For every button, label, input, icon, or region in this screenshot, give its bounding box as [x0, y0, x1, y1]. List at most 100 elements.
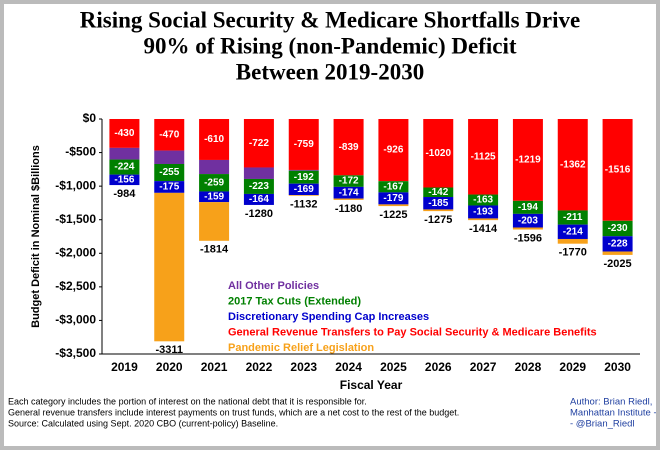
- footnote: Each category includes the portion of in…: [8, 396, 367, 406]
- x-tick-label: 2020: [156, 360, 183, 374]
- bar-segment: [333, 186, 364, 199]
- legend-entry: Pandemic Relief Legislation: [228, 342, 374, 354]
- value-label: -1516: [605, 165, 631, 176]
- bar-segment: [423, 209, 454, 212]
- bar-segment: [333, 175, 364, 187]
- bar-segment: [109, 174, 140, 186]
- bar-segment: [468, 218, 499, 221]
- value-label: -1020: [425, 148, 451, 159]
- footnote: Source: Calculated using Sept. 2020 CBO …: [8, 418, 278, 428]
- bar-segment: [154, 119, 185, 151]
- total-label: -1414: [469, 223, 498, 235]
- value-label: -430: [114, 128, 134, 139]
- chart: Rising Social Security & Medicare Shortf…: [8, 7, 656, 430]
- value-label: -194: [518, 202, 538, 213]
- bar-segment: [423, 197, 454, 210]
- value-label: -759: [294, 139, 314, 150]
- bar-segment: [512, 227, 543, 230]
- chart-title: Between 2019-2030: [236, 59, 424, 84]
- bar-segment: [512, 119, 543, 201]
- value-label: -167: [383, 181, 403, 192]
- total-label: -1770: [559, 247, 587, 259]
- x-axis-label: Fiscal Year: [340, 378, 403, 392]
- value-label: -926: [383, 145, 403, 156]
- bar-segment: [288, 195, 319, 196]
- bar-segment: [468, 205, 499, 219]
- value-label: -839: [339, 142, 359, 153]
- value-label: -192: [294, 172, 314, 183]
- x-tick-label: 2027: [470, 360, 497, 374]
- value-label: -159: [204, 191, 224, 202]
- bar-segment: [423, 187, 454, 198]
- y-axis-label: Budget Deficit in Nominal $Billions: [30, 145, 42, 328]
- x-tick-label: 2022: [246, 360, 273, 374]
- bar-segment: [333, 198, 364, 200]
- total-label: -1814: [200, 244, 229, 256]
- value-label: -203: [518, 215, 538, 226]
- bar-segment: [199, 119, 230, 160]
- bar-segment: [154, 181, 185, 193]
- bar-segment: [423, 119, 454, 188]
- legend-entry: All Other Policies: [228, 280, 319, 292]
- total-label: -3311: [155, 344, 183, 356]
- x-tick-label: 2028: [515, 360, 542, 374]
- value-label: -179: [383, 193, 403, 204]
- bar-segment: [557, 238, 588, 244]
- author: Author: Brian Riedl,: [570, 397, 652, 408]
- value-label: -259: [204, 177, 224, 188]
- x-tick-label: 2025: [380, 360, 407, 374]
- value-label: -163: [473, 195, 493, 206]
- x-tick-label: 2019: [111, 360, 138, 374]
- value-label: -156: [114, 174, 134, 185]
- x-tick-label: 2023: [290, 360, 317, 374]
- total-label: -1275: [424, 214, 452, 226]
- value-label: -214: [563, 226, 583, 237]
- y-tick-label: -$3,000: [55, 313, 96, 327]
- value-label: -722: [249, 138, 269, 149]
- value-label: -610: [204, 134, 224, 145]
- bar-segment: [557, 119, 588, 211]
- bar-segment: [602, 251, 633, 255]
- legend-entry: 2017 Tax Cuts (Extended): [228, 295, 361, 307]
- legend-entry: General Revenue Transfers to Pay Social …: [228, 326, 597, 338]
- value-label: -1125: [471, 151, 496, 162]
- bar-segment: [109, 159, 140, 175]
- chart-title: Rising Social Security & Medicare Shortf…: [80, 7, 580, 32]
- bar-segment: [243, 119, 274, 168]
- x-tick-label: 2026: [425, 360, 452, 374]
- bar-segment: [288, 169, 319, 171]
- y-tick-label: -$2,500: [55, 279, 96, 293]
- author: Manhattan Institute -: [570, 408, 656, 419]
- bar-segment: [557, 210, 588, 225]
- author: - @Brian_Riedl: [570, 419, 635, 430]
- bar-segment: [154, 163, 185, 182]
- total-label: -984: [113, 188, 136, 200]
- bar-segment: [333, 119, 364, 176]
- bar-segment: [109, 147, 140, 160]
- bar-segment: [243, 167, 274, 179]
- bar-segment: [378, 181, 409, 193]
- bar-segment: [288, 183, 319, 196]
- value-label: -211: [563, 212, 583, 223]
- value-label: -142: [428, 187, 448, 198]
- value-label: -1219: [515, 155, 541, 166]
- footnote: General revenue transfers include intere…: [8, 407, 459, 417]
- bar-segment: [109, 119, 140, 148]
- total-label: -1280: [245, 208, 273, 220]
- bar-segment: [602, 220, 633, 237]
- y-tick-label: $0: [83, 111, 97, 125]
- bar-segment: [243, 193, 274, 205]
- bar-segment: [602, 236, 633, 252]
- x-tick-label: 2030: [604, 360, 631, 374]
- x-tick-label: 2024: [335, 360, 362, 374]
- chart-title: 90% of Rising (non-Pandemic) Deficit: [143, 33, 516, 58]
- bar-segment: [199, 174, 230, 192]
- value-label: -230: [608, 223, 628, 234]
- bar-segment: [468, 119, 499, 195]
- bar-segment: [243, 178, 274, 194]
- bar-segment: [512, 213, 543, 228]
- bar-segment: [199, 191, 230, 203]
- bar-segment: [154, 192, 185, 342]
- y-tick-label: -$1,000: [55, 178, 96, 192]
- total-label: -1596: [514, 232, 542, 244]
